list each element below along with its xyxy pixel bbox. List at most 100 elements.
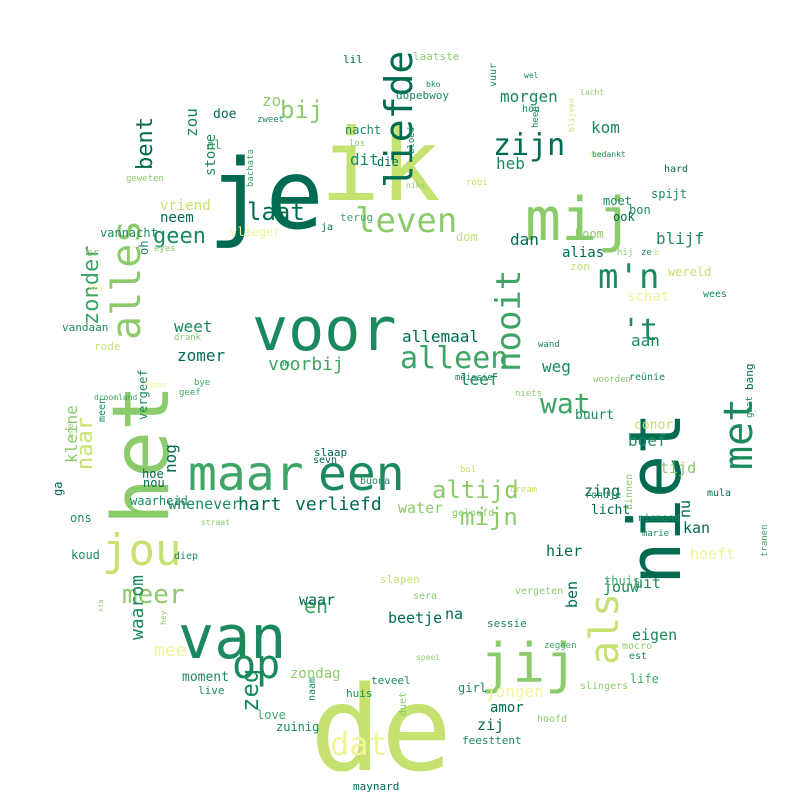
cloud-word: vergeef <box>136 369 150 420</box>
cloud-word: er <box>86 246 100 259</box>
cloud-word: liefde <box>377 51 421 188</box>
cloud-word: wat <box>540 387 591 420</box>
cloud-word: amor <box>490 700 524 716</box>
cloud-word: meer <box>122 580 185 610</box>
cloud-word: na <box>445 605 463 623</box>
cloud-word: eigen <box>632 626 677 644</box>
cloud-word: koud <box>71 548 100 562</box>
cloud-word: dom <box>456 230 478 244</box>
cloud-word: heen <box>531 106 541 128</box>
cloud-word: zijn <box>493 128 565 163</box>
cloud-word: wel <box>524 71 539 80</box>
cloud-word: dopebwoy <box>396 89 449 102</box>
cloud-word: zal <box>589 150 605 160</box>
cloud-word: weet <box>174 317 213 336</box>
cloud-word: zing <box>584 482 620 500</box>
cloud-word: laat <box>247 198 305 226</box>
cloud-word: naam <box>307 677 318 701</box>
cloud-word: dit <box>350 150 379 169</box>
cloud-word: nacht <box>345 123 381 137</box>
cloud-word: slaap <box>314 446 347 459</box>
cloud-word: mocro <box>622 641 652 652</box>
cloud-word: est <box>629 651 647 662</box>
cloud-word: altijd <box>432 476 519 504</box>
cloud-word: huis <box>346 687 373 700</box>
cloud-word: ga <box>51 482 65 496</box>
cloud-word: maar <box>188 446 304 502</box>
cloud-word: reünie <box>629 372 665 383</box>
cloud-word: leef <box>460 370 499 389</box>
cloud-word: niemand <box>638 513 680 524</box>
cloud-word: blijf <box>656 229 704 248</box>
cloud-word: zo <box>262 91 281 110</box>
cloud-word: hart <box>238 494 281 515</box>
cloud-word: zomer <box>177 346 226 365</box>
cloud-word: sera <box>413 591 437 602</box>
cloud-word: boom <box>575 227 604 241</box>
cloud-word: b <box>654 248 659 257</box>
cloud-word: dat <box>330 725 388 763</box>
cloud-word: wees <box>703 289 727 300</box>
cloud-word: oh <box>137 241 151 255</box>
cloud-word: zou <box>182 108 201 137</box>
cloud-word: bij <box>280 96 323 124</box>
cloud-word: bko <box>426 80 441 89</box>
cloud-word: weg <box>542 357 571 376</box>
cloud-word: blijven <box>567 98 576 132</box>
cloud-word: mula <box>707 488 731 499</box>
cloud-word: wand <box>538 340 560 350</box>
cloud-word: doe <box>213 107 237 122</box>
cloud-word: kom <box>591 118 620 137</box>
cloud-word: bent <box>133 117 158 170</box>
cloud-word: vannacht <box>100 226 158 240</box>
cloud-word: girl <box>458 681 487 695</box>
cloud-word: ja <box>321 222 333 233</box>
cloud-word: lacht <box>580 88 604 97</box>
cloud-word: bye <box>194 378 210 388</box>
cloud-word: jou <box>102 525 181 576</box>
cloud-word: droomland <box>94 393 138 402</box>
cloud-word: sessie <box>487 617 527 630</box>
cloud-word: met <box>716 398 762 470</box>
cloud-word: niet <box>613 412 697 585</box>
cloud-word: vuur <box>488 63 499 87</box>
cloud-word: hij <box>617 248 633 258</box>
cloud-word: en <box>304 594 328 618</box>
cloud-word: van <box>178 603 286 673</box>
cloud-word: zonder <box>79 246 104 325</box>
cloud-word: zij <box>477 716 504 734</box>
cloud-word: het <box>97 384 187 525</box>
cloud-word: water <box>398 499 443 517</box>
cloud-word: geloofd <box>452 508 494 519</box>
cloud-word: drank <box>174 333 202 343</box>
cloud-word: hoofd <box>537 714 567 725</box>
cloud-word: zon <box>570 260 590 273</box>
cloud-word: marie <box>642 529 669 539</box>
cloud-word: nooit <box>489 270 529 372</box>
cloud-word: ene <box>66 423 75 438</box>
cloud-word: m'n <box>598 257 659 297</box>
cloud-word: moet <box>603 194 632 208</box>
cloud-word: slingers <box>580 681 628 692</box>
cloud-word: kan <box>683 519 710 537</box>
cloud-word: jouw <box>603 578 640 596</box>
cloud-word: meissie <box>455 373 493 383</box>
cloud-word: speel <box>416 653 440 662</box>
cloud-word: aan <box>631 331 660 350</box>
cloud-word: buona <box>360 476 390 487</box>
cloud-word: bachata <box>246 149 256 187</box>
cloud-word: hier <box>546 542 582 560</box>
cloud-word: bon <box>629 203 651 217</box>
cloud-word: mijn <box>460 503 518 531</box>
cloud-word: slapen <box>380 573 420 586</box>
cloud-word: ze <box>641 248 652 258</box>
cloud-word: alias <box>562 245 604 261</box>
cloud-word: je <box>208 139 324 251</box>
cloud-word: hey <box>159 610 168 625</box>
cloud-word: beetje <box>388 609 442 627</box>
cloud-word: geef <box>179 388 201 398</box>
cloud-word: uit <box>634 574 661 592</box>
cloud-word: allemaal <box>402 327 479 346</box>
cloud-word: zeggen <box>544 641 577 651</box>
